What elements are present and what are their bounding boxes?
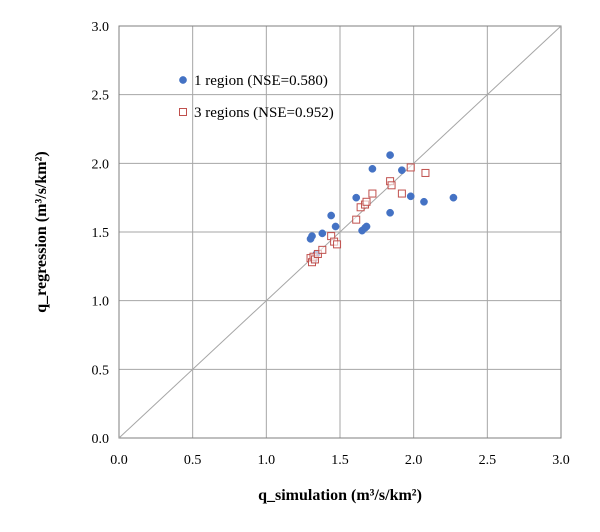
data-point-series-1 (420, 197, 428, 206)
x-tick-label: 2.0 (405, 453, 423, 468)
data-point-series-1 (398, 166, 406, 175)
x-tick-label: 0.0 (110, 453, 128, 468)
data-point-series-2 (313, 249, 322, 258)
y-tick-label: 0.0 (92, 432, 110, 447)
data-point-series-1 (406, 192, 415, 201)
data-point-series-1 (362, 222, 371, 231)
data-point-series-2 (318, 245, 327, 254)
data-point-series-1 (327, 211, 336, 220)
legend-label-series-1: 1 region (NSE=0.580) (194, 73, 328, 89)
data-point-series-1 (318, 229, 327, 238)
data-point-series-2 (421, 168, 430, 177)
data-point-series-2 (352, 215, 361, 224)
data-point-series-2 (406, 163, 415, 172)
data-point-series-2 (362, 197, 371, 206)
y-tick-label: 1.0 (92, 295, 110, 310)
data-point-series-1 (331, 222, 340, 231)
x-tick-label: 1.0 (258, 453, 276, 468)
reference-line (118, 25, 562, 439)
legend-label-series-2: 3 regions (NSE=0.952) (194, 105, 334, 121)
legend-marker-series-1 (179, 76, 187, 84)
data-point-series-2 (387, 181, 396, 190)
x-axis-title: q_simulation (m³/s/km²) (258, 487, 422, 504)
data-points (306, 151, 458, 267)
data-point-series-1 (449, 193, 458, 202)
data-point-series-1 (368, 164, 377, 173)
legend: 1 region (NSE=0.580) 3 regions (NSE=0.952… (179, 73, 334, 121)
plot-area-border (118, 25, 562, 439)
data-point-series-1 (386, 208, 394, 217)
x-tick-label: 1.5 (331, 453, 349, 468)
legend-marker-series-2 (179, 108, 187, 116)
y-axis-title: q_regression (m³/s/km²) (33, 151, 50, 312)
data-point-series-2 (333, 240, 342, 249)
y-tick-label: 2.5 (92, 89, 110, 104)
data-point-series-2 (368, 189, 377, 198)
y-tick-label: 2.0 (92, 157, 110, 172)
y-tick-labels: 0.0 0.5 1.0 1.5 2.0 2.5 3.0 (92, 20, 110, 447)
y-tick-label: 3.0 (92, 20, 110, 35)
x-tick-labels: 0.0 0.5 1.0 1.5 2.0 2.5 3.0 (110, 453, 570, 468)
data-point-series-1 (352, 193, 361, 202)
x-tick-label: 0.5 (184, 453, 202, 468)
data-point-series-2 (397, 189, 406, 198)
one-to-one-line (118, 25, 562, 439)
data-point-series-1 (308, 232, 316, 240)
x-tick-label: 2.5 (479, 453, 497, 468)
y-tick-label: 1.5 (92, 226, 110, 241)
data-point-series-1 (386, 151, 394, 159)
x-tick-label: 3.0 (552, 453, 570, 468)
y-tick-label: 0.5 (92, 363, 110, 378)
